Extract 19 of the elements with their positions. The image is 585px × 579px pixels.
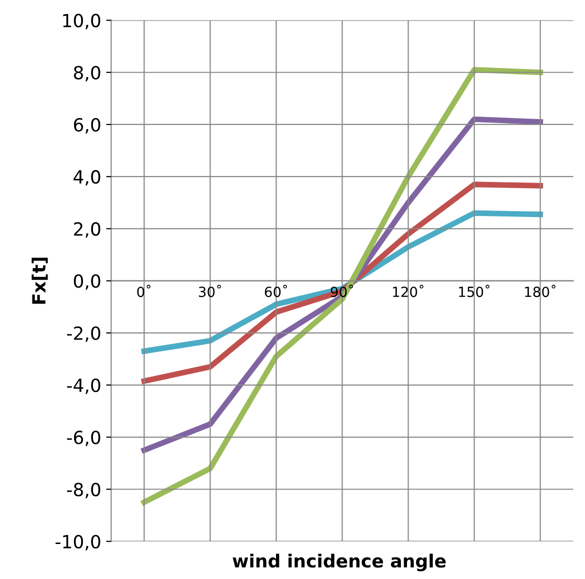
- x-tick-label: 30˚: [198, 284, 221, 298]
- y-tick-label: 0,0: [74, 274, 100, 290]
- y-tick-label: 8,0: [74, 66, 100, 82]
- x-tick-label: 60˚: [264, 284, 287, 298]
- y-tick-label: 4,0: [74, 170, 100, 186]
- x-axis-title: wind incidence angle: [232, 554, 446, 572]
- y-tick-label: 6,0: [74, 118, 100, 134]
- y-tick-label: -4,0: [67, 378, 100, 394]
- x-tick-label: 180˚: [525, 284, 556, 298]
- y-tick-label: -8,0: [67, 482, 100, 498]
- y-tick-label: -6,0: [67, 430, 100, 446]
- y-tick-label: 10,0: [63, 14, 100, 30]
- y-axis-title: Fx[t]: [32, 258, 48, 304]
- y-tick-label: -2,0: [67, 326, 100, 342]
- x-tick-label: 150˚: [459, 284, 490, 298]
- y-tick-label: 2,0: [74, 222, 100, 238]
- x-tick-label: 120˚: [393, 284, 424, 298]
- x-tick-label: 0˚: [137, 284, 150, 298]
- y-tick-label: -10,0: [56, 534, 100, 550]
